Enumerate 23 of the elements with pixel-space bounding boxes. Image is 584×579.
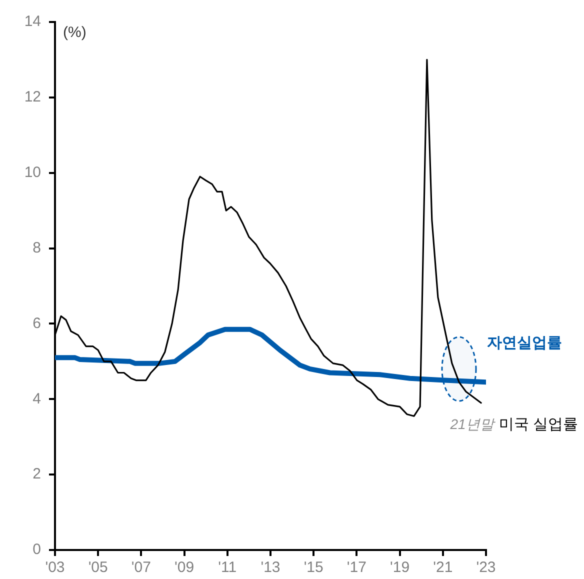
- x-tick-label: '15: [304, 559, 324, 576]
- y-tick-label: 6: [32, 314, 41, 332]
- y-tick-label: 2: [32, 466, 41, 483]
- y-tick-label: 4: [32, 390, 41, 408]
- y-tick-label: 8: [32, 239, 41, 256]
- x-tick-label: '03: [45, 559, 65, 576]
- y-tick-label: 0: [32, 541, 41, 558]
- text: 자연실업률: [487, 334, 562, 352]
- x-tick-label: '23: [476, 559, 496, 576]
- y-tick-label: 14: [24, 13, 41, 30]
- x-tick-label: '05: [88, 559, 108, 576]
- x-tick-label: '13: [260, 559, 280, 576]
- x-tick-label: '09: [174, 559, 194, 576]
- x-tick-label: '21: [433, 559, 453, 576]
- y-tick-label: 12: [24, 88, 41, 106]
- y-axis-title: (%): [63, 24, 86, 42]
- annotation: 21년말: [449, 416, 496, 432]
- x-tick-label: '07: [131, 559, 151, 576]
- x-tick-label: '19: [390, 559, 410, 576]
- y-tick-label: 10: [24, 164, 41, 181]
- series-label: 미국 실업률: [498, 416, 578, 434]
- x-tick-label: '11: [218, 559, 237, 576]
- x-tick-label: '17: [346, 559, 366, 576]
